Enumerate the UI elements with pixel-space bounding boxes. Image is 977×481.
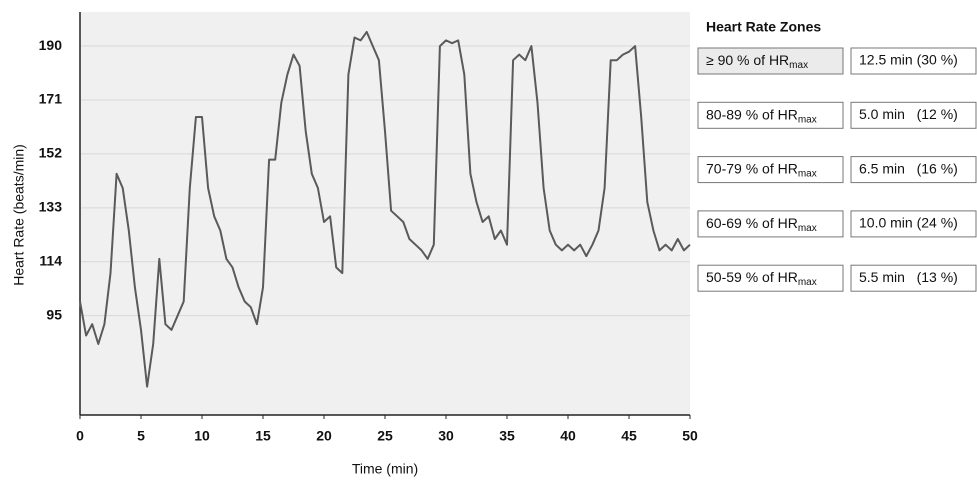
zone-label: ≥ 90 % of HRmax xyxy=(706,52,808,71)
x-tick-label: 35 xyxy=(499,428,515,444)
zone-time: 5.5 min (13 %) xyxy=(859,269,958,285)
y-tick-label: 171 xyxy=(39,91,63,107)
zone-label-sub: max xyxy=(789,60,808,71)
zone-label-text: 60-69 % of HR xyxy=(706,215,798,231)
zone-time: 10.0 min (24 %) xyxy=(859,215,958,231)
zone-label-text: ≥ 90 % of HR xyxy=(706,52,789,68)
x-tick-label: 10 xyxy=(194,428,210,444)
zone-label-box xyxy=(697,156,844,184)
zone-label-box xyxy=(697,264,844,292)
zone-label-text: 80-89 % of HR xyxy=(706,106,798,122)
zone-label-sub: max xyxy=(798,223,817,234)
zone-time: 12.5 min (30 %) xyxy=(859,52,958,68)
y-tick-label: 114 xyxy=(39,252,62,268)
zone-label-box xyxy=(697,210,844,238)
line-series xyxy=(79,30,691,388)
zone-label: 50-59 % of HRmax xyxy=(706,269,817,288)
x-tick-label: 20 xyxy=(316,428,332,444)
zone-time: 5.0 min (12 %) xyxy=(859,106,958,122)
zone-time: 6.5 min (16 %) xyxy=(859,160,958,176)
zone-label-sub: max xyxy=(798,277,817,288)
y-axis-label: Heart Rate (beats/min) xyxy=(11,144,27,286)
plot-area xyxy=(80,12,690,415)
zone-label: 60-69 % of HRmax xyxy=(706,215,817,234)
x-tick-label: 0 xyxy=(76,428,84,444)
y-tick-label: 95 xyxy=(46,306,62,322)
zone-label-text: 50-59 % of HR xyxy=(706,269,798,285)
x-tick-label: 15 xyxy=(255,428,271,444)
zone-label: 80-89 % of HRmax xyxy=(706,106,817,125)
zone-time-box xyxy=(850,101,977,129)
zone-label-sub: max xyxy=(798,168,817,179)
zone-time-box xyxy=(850,210,977,238)
zone-time-box xyxy=(850,264,977,292)
x-axis-label: Time (min) xyxy=(352,461,418,477)
x-tick-label: 25 xyxy=(377,428,393,444)
zones-title: Heart Rate Zones xyxy=(706,19,821,35)
y-tick-label: 133 xyxy=(39,199,63,215)
zone-label-box xyxy=(697,47,844,75)
zone-time-box xyxy=(850,156,977,184)
zone-label-text: 70-79 % of HR xyxy=(706,160,798,176)
y-tick-label: 152 xyxy=(39,145,63,161)
zone-label: 70-79 % of HRmax xyxy=(706,160,817,179)
x-tick-label: 30 xyxy=(438,428,454,444)
x-tick-label: 5 xyxy=(137,428,145,444)
x-tick-label: 50 xyxy=(682,428,698,444)
x-tick-label: 40 xyxy=(560,428,576,444)
y-tick-label: 190 xyxy=(39,37,63,53)
zone-time-box xyxy=(850,47,977,75)
zone-label-sub: max xyxy=(798,114,817,125)
zone-label-box xyxy=(697,101,844,129)
x-tick-label: 45 xyxy=(621,428,637,444)
